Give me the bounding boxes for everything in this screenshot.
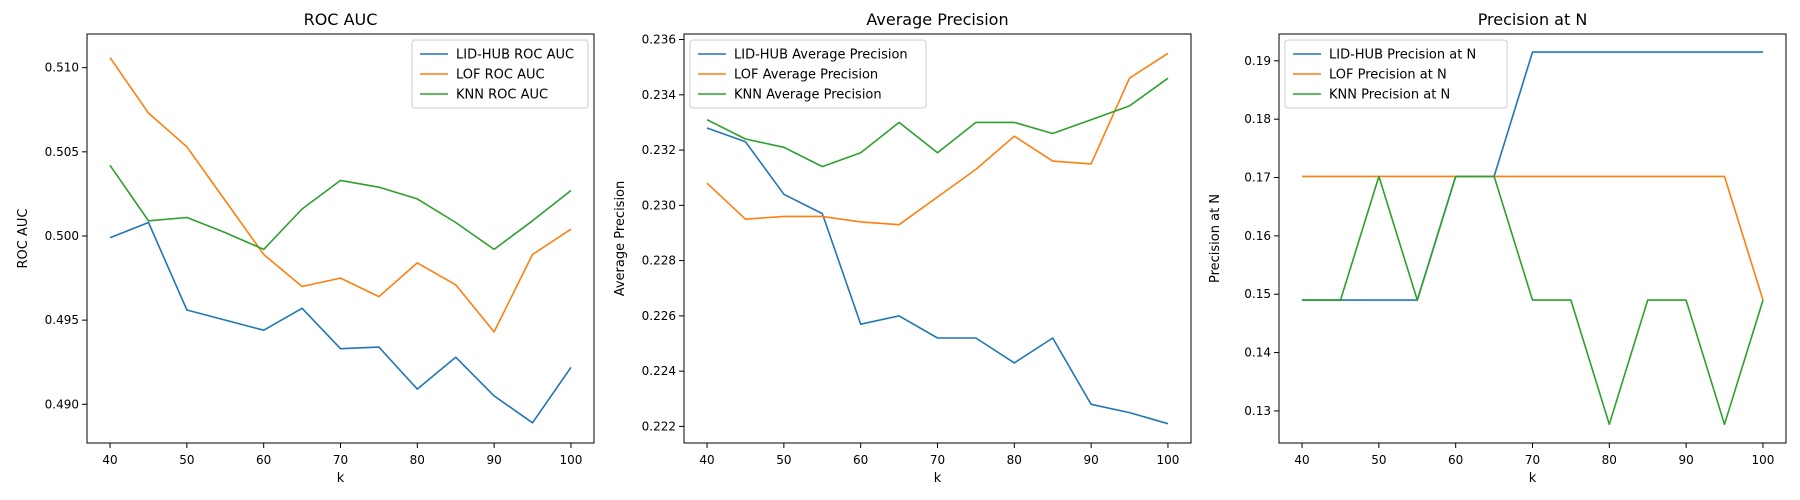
y-tick-label: 0.224 xyxy=(642,364,676,378)
y-tick-label: 0.14 xyxy=(1244,346,1271,360)
legend-box xyxy=(411,39,589,109)
chart-title: ROC AUC xyxy=(304,10,378,29)
x-tick-label: 100 xyxy=(1157,453,1180,467)
legend-label: LOF Precision at N xyxy=(1329,68,1447,83)
plot-frame xyxy=(86,33,595,444)
x-tick-label: 50 xyxy=(179,453,194,467)
x-axis-label: k xyxy=(934,471,942,486)
legend-label: KNN Precision at N xyxy=(1329,88,1450,103)
x-tick-label: 40 xyxy=(102,453,117,467)
x-tick-label: 80 xyxy=(1007,453,1022,467)
x-tick-label: 100 xyxy=(1752,453,1775,467)
x-tick-label: 60 xyxy=(853,453,868,467)
x-tick-label: 80 xyxy=(410,453,425,467)
y-tick-label: 0.490 xyxy=(45,397,79,411)
y-axis-label: Precision at N xyxy=(1208,194,1223,283)
x-axis-label: k xyxy=(337,471,345,486)
y-tick-label: 0.510 xyxy=(45,61,79,75)
y-tick-label: 0.500 xyxy=(45,229,79,243)
y-tick-label: 0.236 xyxy=(642,33,676,47)
y-tick-label: 0.226 xyxy=(642,309,676,323)
legend-label: LID-HUB ROC AUC xyxy=(456,48,574,63)
legend-label: LID-HUB Precision at N xyxy=(1329,48,1476,63)
legend-label: KNN Average Precision xyxy=(734,88,882,103)
x-tick-label: 80 xyxy=(1602,453,1617,467)
legend-label: LOF ROC AUC xyxy=(456,68,545,83)
plot-frame xyxy=(683,33,1192,444)
y-tick-label: 0.505 xyxy=(45,145,79,159)
legend: LID-HUB ROC AUC LOF ROC AUC KNN ROC AUC xyxy=(411,39,589,109)
y-tick-label: 0.19 xyxy=(1244,54,1271,68)
series-line-2 xyxy=(109,57,572,333)
series-line-3 xyxy=(1302,175,1764,426)
y-tick-label: 0.232 xyxy=(642,143,676,157)
y-tick-label: 0.18 xyxy=(1244,112,1271,126)
y-tick-label: 0.17 xyxy=(1244,171,1271,185)
x-tick-label: 90 xyxy=(1678,453,1693,467)
x-tick-label: 50 xyxy=(776,453,791,467)
x-tick-label: 60 xyxy=(1448,453,1463,467)
x-tick-label: 40 xyxy=(699,453,714,467)
legend-box xyxy=(1284,39,1508,109)
legend: LID-HUB Average Precision LOF Average Pre… xyxy=(689,39,927,109)
legend-label: LID-HUB Average Precision xyxy=(734,48,908,63)
chart-panel-1: ROC AUC 40 50 60 70 80 90 100 0.490 0.495 0.500 0.5… xyxy=(16,10,595,486)
chart-panel-3: Precision at N 40 50 60 70 80 90 100 0.13 0.14 0.1… xyxy=(1208,10,1787,486)
x-tick-label: 70 xyxy=(930,453,945,467)
y-axis-label: ROC AUC xyxy=(16,209,31,269)
legend-label: LOF Average Precision xyxy=(734,68,878,83)
x-tick-label: 70 xyxy=(1525,453,1540,467)
x-tick-label: 70 xyxy=(333,453,348,467)
x-tick-label: 90 xyxy=(1083,453,1098,467)
chart-panel-2: Average Precision 40 50 60 70 80 90 100 0.222 0.2… xyxy=(613,10,1192,486)
x-tick-label: 90 xyxy=(486,453,501,467)
legend-label: KNN ROC AUC xyxy=(456,88,548,103)
x-axis-label: k xyxy=(1529,471,1537,486)
x-tick-label: 100 xyxy=(560,453,583,467)
legend-box xyxy=(689,39,927,109)
y-tick-label: 0.13 xyxy=(1244,404,1271,418)
series-line-3 xyxy=(109,164,572,251)
legend: LID-HUB Precision at N LOF Precision at N… xyxy=(1284,39,1508,109)
y-tick-label: 0.222 xyxy=(642,419,676,433)
y-tick-label: 0.234 xyxy=(642,88,676,102)
series-line-2 xyxy=(1302,175,1764,301)
y-tick-label: 0.230 xyxy=(642,198,676,212)
chart-title: Precision at N xyxy=(1478,10,1588,29)
series-line-1 xyxy=(109,221,572,424)
plot-frame xyxy=(1278,33,1787,444)
y-axis-label: Average Precision xyxy=(613,181,628,297)
series-line-1 xyxy=(706,127,1169,425)
y-tick-label: 0.495 xyxy=(45,313,79,327)
series-line-1 xyxy=(1302,51,1763,301)
chart-title: Average Precision xyxy=(866,10,1008,29)
y-tick-label: 0.16 xyxy=(1244,229,1271,243)
x-tick-label: 50 xyxy=(1371,453,1386,467)
series-line-2 xyxy=(706,52,1169,226)
x-tick-label: 60 xyxy=(256,453,271,467)
y-tick-label: 0.15 xyxy=(1244,287,1271,301)
x-tick-label: 40 xyxy=(1294,453,1309,467)
y-tick-label: 0.228 xyxy=(642,254,676,268)
series-line-3 xyxy=(706,77,1169,168)
